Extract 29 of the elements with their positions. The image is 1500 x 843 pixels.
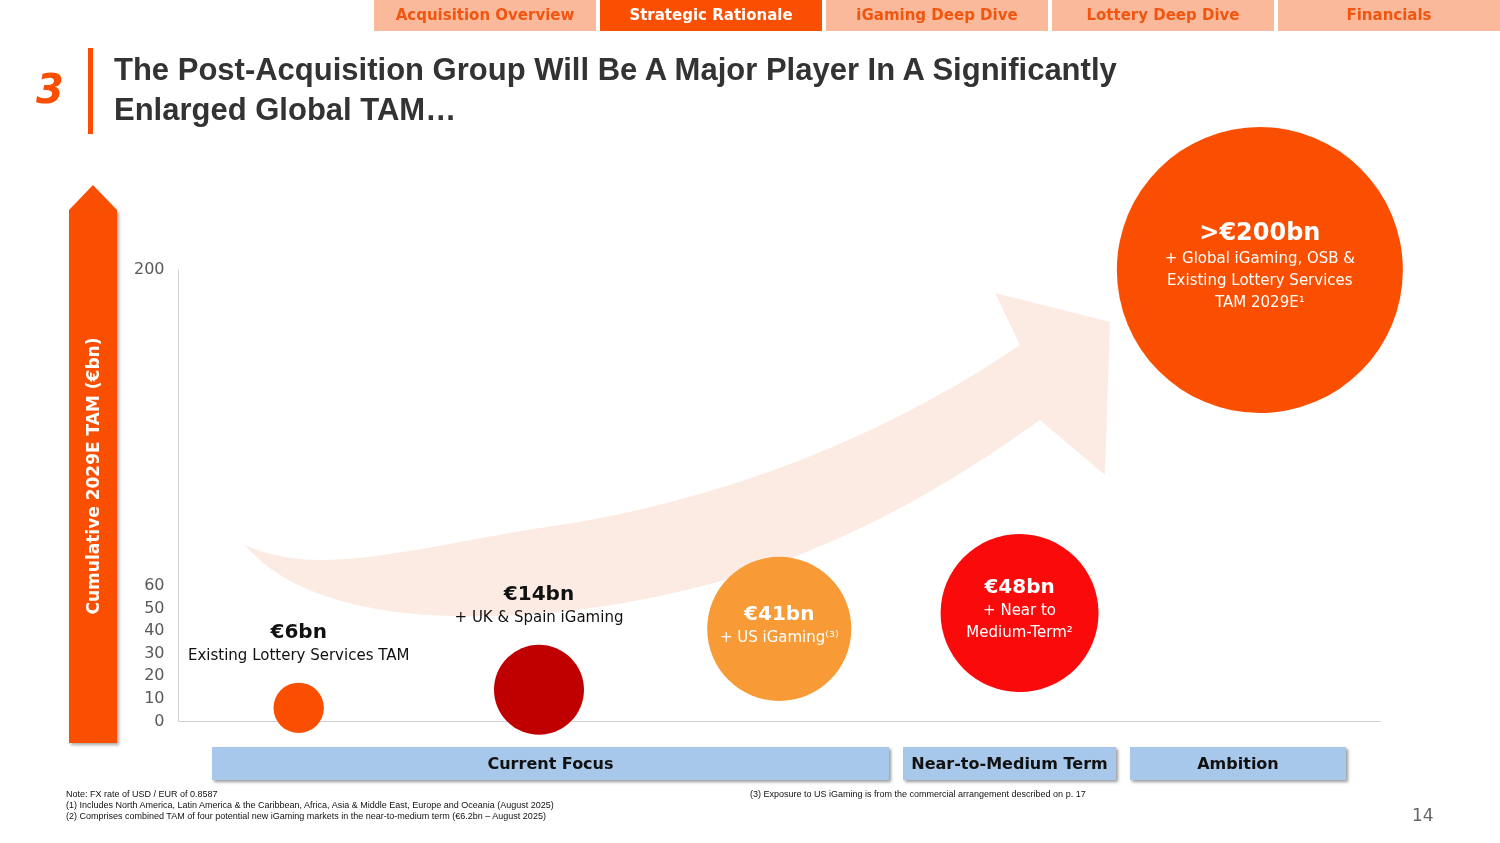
- text: 3: [36, 66, 64, 112]
- y-tick-label: 10: [144, 687, 165, 707]
- data-label: €14bn + UK & Spain iGaming: [454, 581, 624, 627]
- text: Financials: [1278, 0, 1500, 31]
- text: Strategic Rationale: [600, 0, 822, 31]
- text: Acquisition Overview: [374, 0, 596, 31]
- text: 14: [1412, 805, 1434, 825]
- chart-title: The Post-Acquisition Group Will Be A Major Player In A Significantly Enlarged Global TAM…: [114, 51, 1118, 129]
- data-label: >€200bn + Global iGaming, OSB & Existing Lottery Services TAM 2029E¹: [1164, 218, 1356, 312]
- y-tick-label: 50: [144, 597, 165, 617]
- data-label: €41bn + US iGaming⁽³⁾: [719, 601, 839, 647]
- y-tick-label: 200: [133, 259, 165, 279]
- y-tick-label: 30: [144, 642, 165, 662]
- text: (1) Includes North America, Latin America & the Caribbean, Africa, Asia & Middle East, Europe and Oceania (August 2025): [66, 800, 554, 810]
- data-label: €6bn Existing Lottery Services TAM: [187, 618, 410, 665]
- data-label: €48bn + Near to Medium-Term²: [966, 574, 1073, 642]
- y-tick-label: 60: [144, 575, 165, 595]
- y-tick-label: 40: [144, 620, 165, 640]
- y-tick-label: 20: [144, 665, 165, 685]
- text: Current Focus: [212, 747, 889, 780]
- text: Near-to-Medium Term: [903, 747, 1116, 780]
- y-tick-label: 0: [154, 710, 165, 730]
- text: Note: FX rate of USD / EUR of 0.8587: [66, 789, 218, 799]
- y-axis-title: Cumulative 2029E TAM (€bn): [83, 337, 103, 615]
- text: Ambition: [1130, 747, 1346, 780]
- text: Lottery Deep Dive: [1052, 0, 1274, 31]
- text: (2) Comprises combined TAM of four potential new iGaming markets in the near-to-medium term (€6.2bn – August 2025): [66, 811, 546, 821]
- text: iGaming Deep Dive: [826, 0, 1048, 31]
- text: (3) Exposure to US iGaming is from the commercial arrangement described on p. 17: [750, 789, 1086, 799]
